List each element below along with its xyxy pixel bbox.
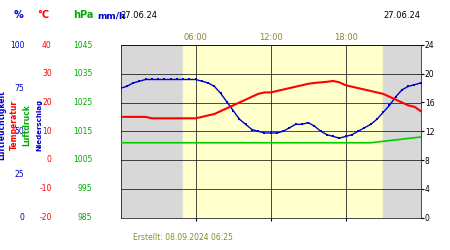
Text: Luftfeuchtigkeit: Luftfeuchtigkeit [0, 90, 7, 160]
Text: 50: 50 [14, 127, 24, 136]
Text: Luftdruck: Luftdruck [22, 104, 32, 146]
Text: 1015: 1015 [73, 127, 92, 136]
Bar [183, 45, 383, 218]
Text: mm/h: mm/h [97, 11, 126, 20]
Text: 18:00: 18:00 [334, 34, 358, 42]
Text: 06:00: 06:00 [184, 34, 207, 42]
Text: Erstellt: 08.09.2024 06:25: Erstellt: 08.09.2024 06:25 [133, 234, 233, 242]
Text: 75: 75 [14, 84, 24, 92]
Text: 1035: 1035 [73, 69, 92, 78]
Text: 0: 0 [19, 213, 24, 222]
Text: 995: 995 [77, 184, 92, 193]
Text: 40: 40 [42, 40, 52, 50]
Text: 25: 25 [15, 170, 24, 179]
Text: 100: 100 [10, 40, 24, 50]
Text: 1045: 1045 [73, 40, 92, 50]
Text: 985: 985 [78, 213, 92, 222]
Text: Temperatur: Temperatur [10, 100, 19, 150]
Bar [121, 45, 183, 218]
Text: 10: 10 [42, 127, 52, 136]
Text: 1025: 1025 [73, 98, 92, 107]
Text: -10: -10 [40, 184, 52, 193]
Text: -20: -20 [40, 213, 52, 222]
Bar [383, 45, 421, 218]
Text: 1005: 1005 [73, 156, 92, 164]
Text: %: % [13, 10, 23, 20]
Text: 20: 20 [42, 98, 52, 107]
Text: 30: 30 [42, 69, 52, 78]
Text: hPa: hPa [73, 10, 94, 20]
Text: 27.06.24: 27.06.24 [121, 11, 158, 20]
Text: 12:00: 12:00 [259, 34, 283, 42]
Text: °C: °C [37, 10, 49, 20]
Text: 27.06.24: 27.06.24 [384, 11, 421, 20]
Text: 0: 0 [47, 156, 52, 164]
Text: Niederschlag: Niederschlag [36, 99, 43, 151]
